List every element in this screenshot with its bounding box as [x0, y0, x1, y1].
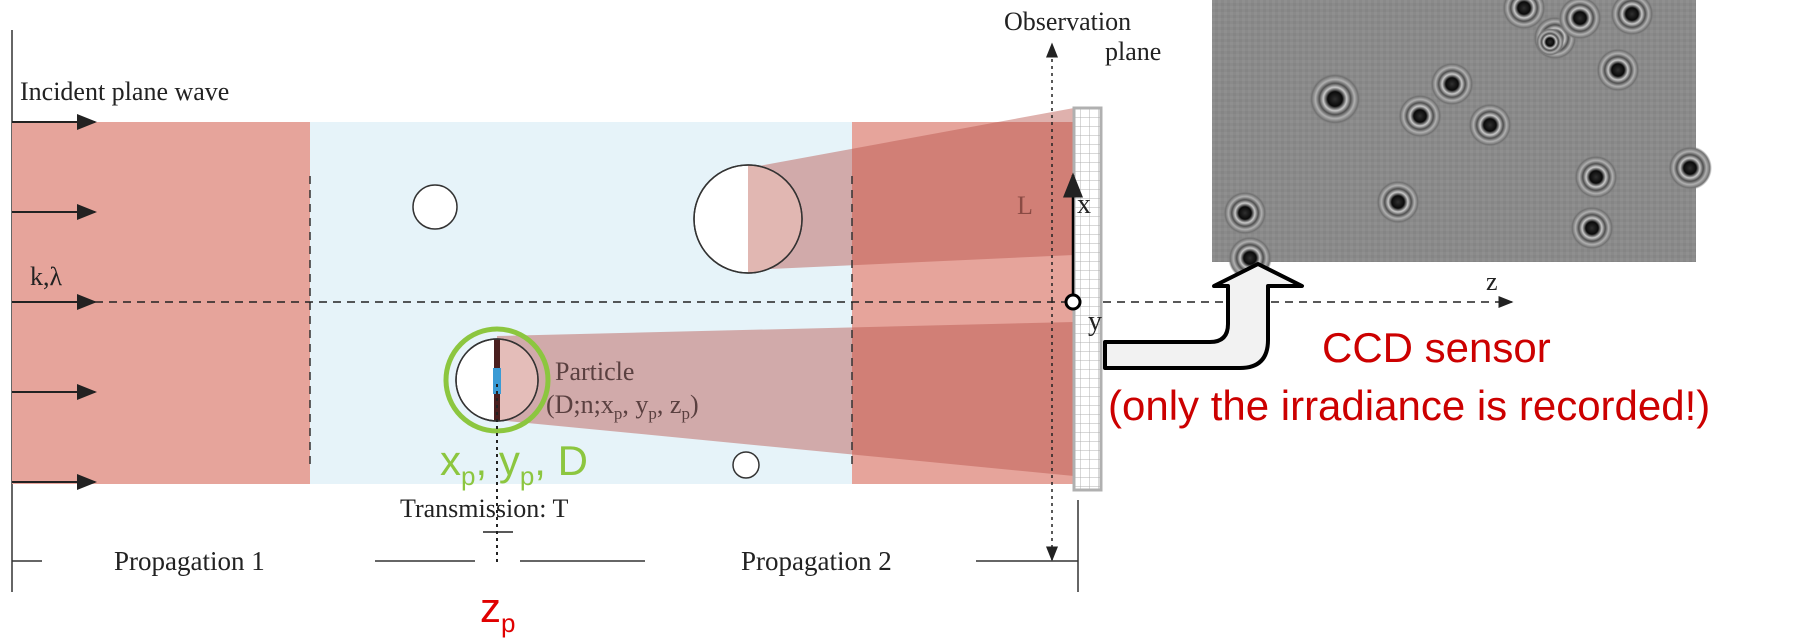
block-arrow-icon — [1103, 262, 1304, 370]
hologram-image — [1212, 0, 1712, 280]
propagation2-wave-region — [852, 122, 1074, 484]
highlighted-particle — [443, 326, 551, 434]
y-axis-label: y — [1088, 306, 1102, 337]
large-particle-upper — [693, 164, 803, 274]
L-label: L — [1017, 191, 1033, 220]
k-lambda-label: k,λ — [30, 262, 63, 291]
particle-params: (D;n;xp, yp, zp) — [546, 390, 699, 423]
z-axis-label: z — [1486, 267, 1498, 296]
propagation2-label: Propagation 2 — [741, 546, 892, 576]
small-particle-bottom — [732, 451, 760, 479]
observation-plane-line1: Observation — [1004, 7, 1131, 36]
incident-wave-label: Incident plane wave — [20, 77, 229, 106]
small-particle-top — [412, 184, 458, 230]
zp-label: zp — [480, 584, 515, 638]
upper-particle-beam — [748, 108, 1074, 270]
particle-highlight-ring — [443, 326, 551, 434]
ccd-sensor-label: CCD sensor — [1322, 324, 1551, 371]
x-axis-label: x — [1077, 189, 1091, 220]
particle-label: Particle — [555, 357, 634, 386]
particle-position-label: xp, yp, D — [440, 437, 588, 491]
incident-arrows — [12, 114, 97, 490]
transmission-label: Transmission: T — [400, 494, 568, 523]
ccd-note-label: (only the irradiance is recorded!) — [1108, 382, 1710, 429]
lower-particle-beam — [497, 322, 1074, 476]
propagation1-label: Propagation 1 — [114, 546, 265, 576]
origin-marker — [1064, 293, 1082, 311]
observation-plane-line2: plane — [1105, 37, 1161, 66]
